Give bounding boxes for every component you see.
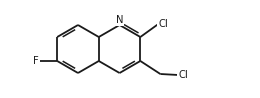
Text: Cl: Cl bbox=[178, 70, 188, 80]
Text: F: F bbox=[34, 56, 39, 66]
Text: N: N bbox=[116, 15, 123, 25]
Text: Cl: Cl bbox=[158, 19, 168, 29]
